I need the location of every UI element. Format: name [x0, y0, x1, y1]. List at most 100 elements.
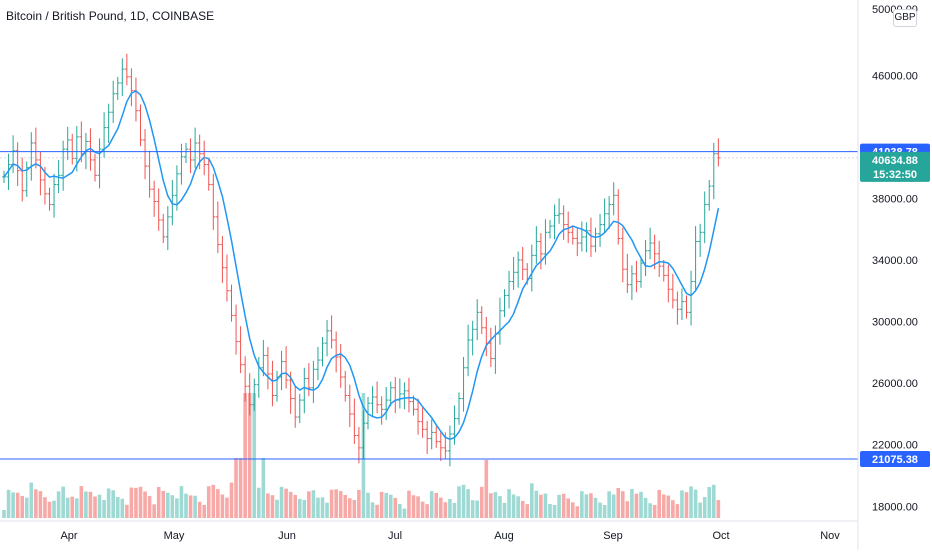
candle: [147, 150, 152, 198]
candle: [393, 376, 398, 414]
candle: [661, 260, 666, 282]
candle: [711, 143, 716, 200]
volume-bar: [666, 495, 671, 518]
volume-bar: [238, 458, 243, 518]
candle: [179, 143, 184, 185]
candle: [252, 378, 257, 411]
candle: [129, 68, 134, 107]
candle: [133, 77, 138, 122]
volume-bar: [211, 484, 216, 518]
candle: [447, 425, 452, 467]
volume-bar: [134, 487, 138, 518]
candle: [152, 180, 157, 217]
volume-bar: [543, 493, 548, 518]
candle: [297, 393, 302, 424]
price-tick-label: 22000.00: [872, 440, 918, 452]
volume-bar: [484, 460, 489, 518]
volume-bar: [129, 487, 134, 518]
volume-bar: [79, 486, 84, 518]
volume-bar: [138, 486, 143, 518]
time-tick-label: Sep: [603, 530, 623, 542]
candle: [716, 138, 721, 167]
candle: [70, 133, 75, 165]
volume-bar: [375, 504, 379, 518]
volume-bar: [320, 497, 325, 518]
candle: [611, 182, 616, 216]
volume-bar: [61, 486, 65, 518]
candle: [629, 265, 634, 301]
candle: [620, 227, 625, 283]
volume-bar: [152, 504, 156, 518]
volume-bar: [225, 497, 229, 518]
volume-bar: [470, 500, 475, 518]
candle: [206, 158, 211, 191]
volume-bar: [307, 491, 311, 518]
candle: [507, 270, 512, 309]
candle: [275, 370, 279, 402]
candle: [602, 198, 607, 234]
volume-bar: [661, 494, 666, 518]
candle: [461, 356, 466, 412]
volume-bar: [680, 490, 684, 518]
volume-bar: [275, 499, 279, 518]
volume-bar: [548, 503, 552, 518]
volume-bar: [493, 492, 498, 518]
volume-bar: [416, 496, 420, 518]
candle: [634, 260, 639, 293]
time-tick-label: Aug: [494, 530, 514, 542]
volume-bar: [338, 491, 343, 518]
price-axis[interactable]: 18000.00 22000.00 26000.00 30000.00 34000.00…: [872, 4, 918, 513]
volume-bar: [689, 486, 693, 518]
time-axis[interactable]: Apr May Jun Jul Aug Sep Oct Nov: [60, 530, 840, 542]
volume-bar: [570, 502, 575, 518]
candle: [488, 327, 493, 367]
volume-bar: [202, 505, 206, 518]
volume-bar: [229, 482, 234, 518]
candle: [315, 346, 320, 381]
candle: [320, 336, 325, 367]
candle: [575, 227, 580, 257]
volume-bar: [598, 502, 602, 518]
volume-bar: [175, 498, 179, 518]
volume-bar: [584, 494, 589, 518]
volume-bar: [366, 492, 370, 518]
candle: [543, 219, 548, 265]
volume-bar: [593, 497, 598, 518]
candle: [238, 326, 243, 374]
volume-bar: [357, 489, 361, 518]
volume-bar: [270, 495, 275, 518]
volume-bar: [197, 501, 202, 518]
volume-bar: [411, 495, 416, 518]
candle: [652, 234, 657, 270]
candle: [325, 320, 330, 357]
volume-bar: [247, 393, 252, 518]
volume-bar: [657, 489, 661, 518]
volume-bar: [466, 489, 470, 518]
candle: [279, 350, 284, 391]
volume-bar: [220, 494, 225, 518]
volume-bar: [407, 490, 411, 518]
price-tick-label: 26000.00: [872, 378, 918, 390]
volume-bar: [115, 497, 120, 518]
volume-bar: [75, 498, 79, 518]
candle: [111, 80, 116, 123]
volume-bar: [166, 492, 170, 518]
candle: [234, 304, 239, 355]
volume-bar: [684, 492, 689, 518]
candle: [88, 128, 93, 171]
volume-bar: [648, 503, 652, 518]
volume-bar: [38, 491, 43, 518]
volume-bar: [434, 492, 439, 518]
candle: [457, 392, 461, 425]
currency-badge[interactable]: GBP: [893, 9, 917, 27]
volume-bar: [65, 497, 70, 518]
volume-bar: [520, 500, 525, 518]
candle: [438, 430, 443, 461]
candle: [293, 385, 298, 428]
volume-bar: [675, 504, 680, 518]
volume-bar: [370, 502, 375, 518]
candle: [707, 179, 712, 211]
candle: [284, 346, 289, 389]
